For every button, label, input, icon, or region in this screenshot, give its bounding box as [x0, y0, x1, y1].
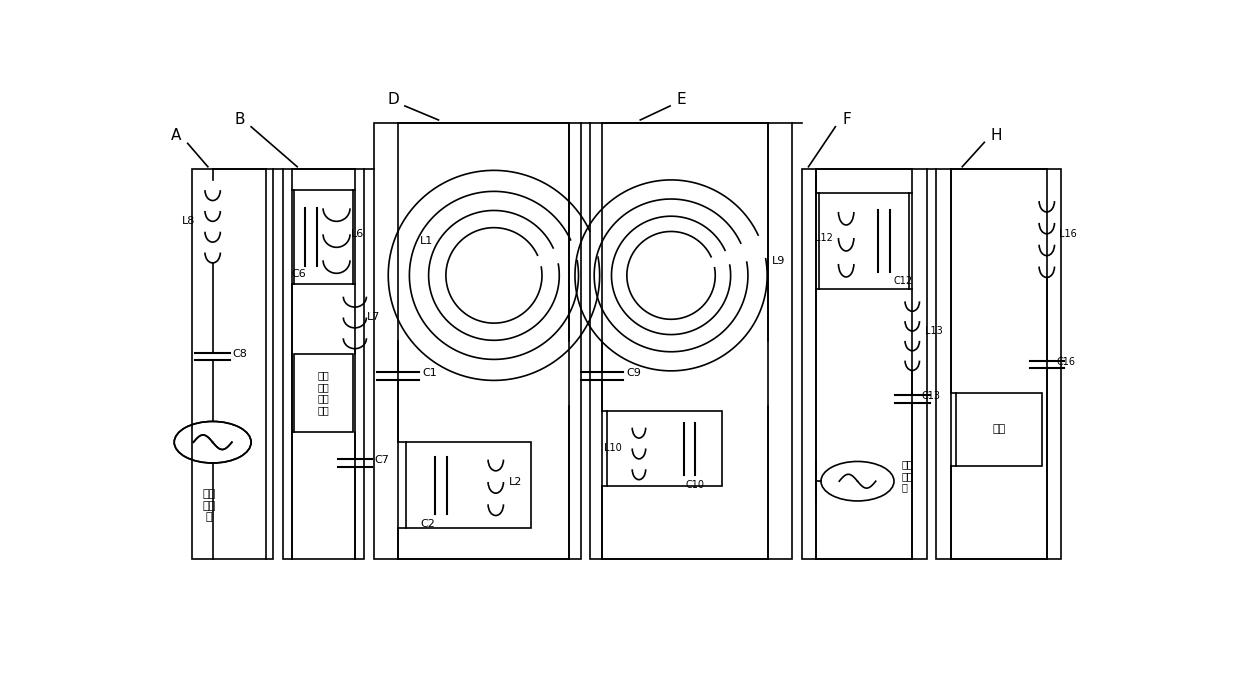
Text: F: F: [842, 113, 852, 128]
Text: C12: C12: [894, 276, 913, 286]
Text: C16: C16: [1056, 356, 1075, 367]
Text: L6: L6: [351, 230, 365, 240]
Text: A: A: [171, 128, 181, 143]
Text: C2: C2: [420, 519, 435, 529]
Text: 第二
信号
源: 第二 信号 源: [901, 460, 914, 493]
Text: L1: L1: [420, 236, 434, 246]
Text: 第二
信号
检测
电路: 第二 信号 检测 电路: [317, 371, 330, 415]
Text: L10: L10: [604, 443, 621, 454]
Text: C13: C13: [921, 392, 941, 402]
Text: C8: C8: [232, 349, 247, 359]
Text: D: D: [387, 92, 399, 107]
Text: 负载: 负载: [992, 424, 1006, 434]
Text: L7: L7: [367, 313, 379, 323]
Text: L16: L16: [1059, 229, 1078, 239]
Text: E: E: [677, 92, 687, 107]
Text: C7: C7: [374, 456, 389, 466]
Text: L2: L2: [510, 477, 522, 487]
Text: L9: L9: [773, 256, 785, 266]
Text: B: B: [234, 113, 244, 128]
Text: L8: L8: [182, 216, 196, 226]
Text: C6: C6: [291, 269, 306, 279]
Text: 交流
功率
源: 交流 功率 源: [202, 489, 216, 522]
Text: C1: C1: [422, 368, 436, 378]
Text: L13: L13: [925, 326, 942, 336]
Text: H: H: [990, 128, 1002, 143]
Text: L12: L12: [815, 233, 833, 243]
Text: C9: C9: [626, 368, 641, 378]
Text: C10: C10: [684, 480, 704, 490]
